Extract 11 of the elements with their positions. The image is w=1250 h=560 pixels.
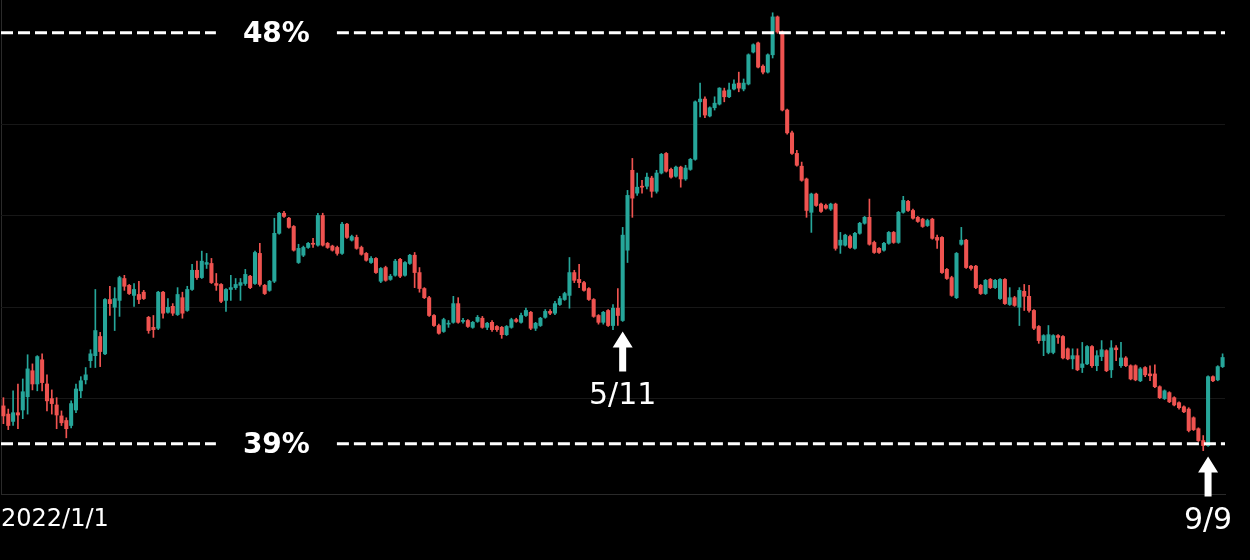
candlestick — [107, 285, 112, 316]
x-tick-label: 5/11 — [588, 376, 657, 412]
y-tick-label: 39% — [242, 427, 310, 461]
candlestick — [615, 288, 620, 326]
candlestick — [1022, 284, 1027, 311]
candlestick — [311, 238, 316, 248]
candlestick — [15, 383, 20, 430]
y-tick-label: 48% — [242, 16, 310, 50]
candlestick — [640, 180, 645, 194]
x-tick-label: 9/9 — [1183, 501, 1233, 537]
text: 2022/1/1 — [1, 504, 109, 533]
